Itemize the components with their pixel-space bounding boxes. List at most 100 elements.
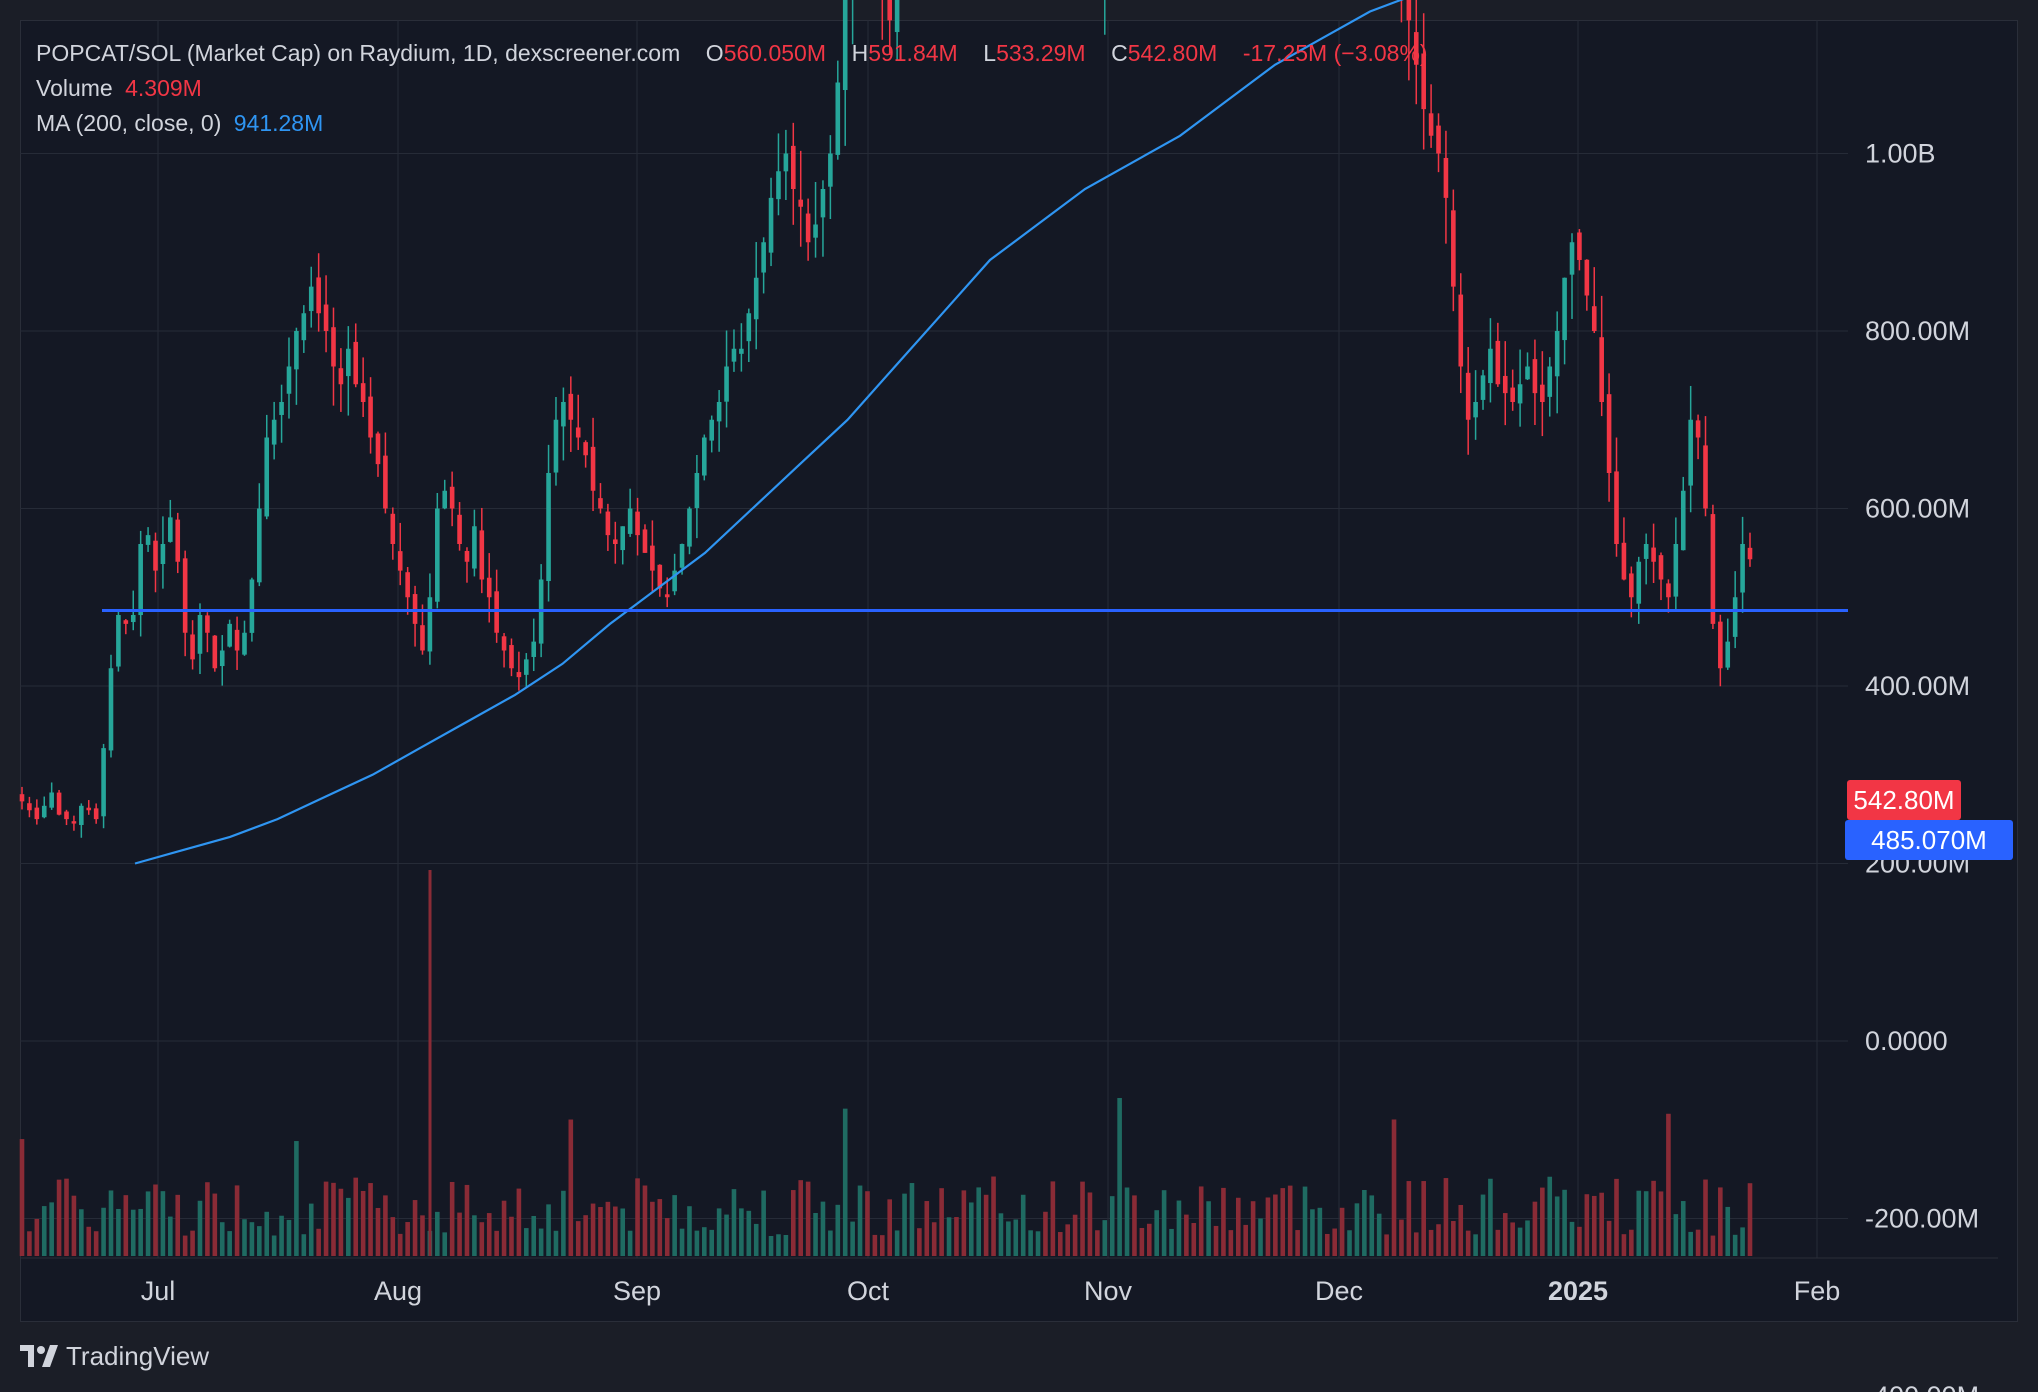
volume-bar xyxy=(1540,1187,1545,1256)
candle-body xyxy=(234,629,240,651)
volume-bar xyxy=(182,1235,188,1256)
volume-bar xyxy=(1636,1190,1642,1256)
candle-body xyxy=(160,544,166,565)
candle-body xyxy=(583,442,588,456)
volume-bar xyxy=(442,1232,448,1256)
candle-body xyxy=(590,446,596,491)
legend-close-value: 542.80M xyxy=(1127,40,1218,66)
candle-body xyxy=(1413,32,1419,65)
volume-bar xyxy=(1421,1181,1426,1256)
candle-body xyxy=(420,625,425,651)
volume-bar xyxy=(1258,1218,1263,1256)
volume-bar xyxy=(279,1215,284,1256)
candle-body xyxy=(1725,641,1731,668)
volume-bar xyxy=(731,1189,737,1256)
candle-body xyxy=(820,189,826,218)
volume-bar xyxy=(1502,1213,1508,1256)
volume-bar xyxy=(1488,1178,1493,1256)
tradingview-brand[interactable]: TradingView xyxy=(20,1336,209,1376)
volume-bar xyxy=(598,1207,603,1256)
volume-bar xyxy=(716,1208,722,1256)
volume-bar xyxy=(635,1178,640,1256)
volume-bar xyxy=(1599,1192,1604,1256)
volume-bar xyxy=(761,1190,766,1256)
volume-bar xyxy=(583,1215,588,1256)
x-tick-label: Dec xyxy=(1315,1276,1363,1306)
volume-bar xyxy=(1391,1119,1397,1256)
volume-bar xyxy=(850,1221,855,1256)
volume-bar xyxy=(1658,1191,1664,1256)
volume-bar xyxy=(620,1208,626,1256)
volume-bar xyxy=(650,1201,655,1256)
volume-bar xyxy=(1666,1113,1671,1256)
volume-bar xyxy=(420,1215,425,1256)
legend-volume-label: Volume xyxy=(36,75,113,101)
volume-bar xyxy=(546,1204,551,1256)
volume-bar xyxy=(976,1187,982,1256)
volume-bar xyxy=(1376,1213,1382,1256)
volume-bar xyxy=(56,1179,62,1256)
candle-body xyxy=(34,807,40,820)
candle-body xyxy=(1658,555,1664,580)
candle-body xyxy=(1680,490,1686,551)
volume-bar xyxy=(383,1195,388,1256)
volume-bar xyxy=(168,1216,173,1256)
volume-bar xyxy=(924,1201,930,1256)
volume-bar xyxy=(1495,1229,1501,1256)
x-tick-label: Jul xyxy=(141,1276,176,1306)
volume-bar xyxy=(501,1200,507,1256)
candle-body xyxy=(1443,157,1449,198)
volume-bar xyxy=(479,1222,485,1256)
volume-bar xyxy=(1295,1230,1300,1256)
volume-bar xyxy=(1673,1214,1679,1256)
volume-bar xyxy=(954,1217,959,1256)
candle-body xyxy=(1495,340,1501,385)
volume-bar xyxy=(1050,1181,1056,1256)
candle-body xyxy=(219,650,225,667)
volume-bar xyxy=(1132,1195,1137,1256)
candle-body xyxy=(1614,471,1619,544)
candle-body xyxy=(130,615,136,623)
volume-bar xyxy=(1517,1227,1523,1256)
candle-body xyxy=(709,419,715,441)
volume-bar xyxy=(197,1200,203,1256)
volume-bar xyxy=(353,1177,359,1256)
volume-bar xyxy=(724,1214,729,1256)
volume-bar xyxy=(1399,1219,1404,1256)
volume-bar xyxy=(657,1199,663,1256)
volume-bar xyxy=(242,1219,247,1256)
volume-bar xyxy=(1473,1234,1478,1256)
volume-bar xyxy=(323,1181,329,1256)
candle-body xyxy=(1666,583,1671,598)
candle-body xyxy=(835,82,841,155)
volume-bar xyxy=(553,1230,559,1256)
candle-body xyxy=(397,551,403,571)
candle-body xyxy=(1554,331,1560,377)
volume-bar xyxy=(1117,1098,1122,1256)
candle-body xyxy=(1488,348,1493,384)
legend-volume-row: Volume 4.309M xyxy=(36,75,202,102)
volume-bar xyxy=(486,1213,492,1256)
candle-body xyxy=(212,635,218,669)
volume-bar xyxy=(946,1217,952,1256)
candle-body xyxy=(524,659,529,675)
volume-bar xyxy=(709,1229,715,1256)
candle-body xyxy=(620,526,626,551)
candle-body xyxy=(360,383,366,402)
candle-body xyxy=(702,437,707,476)
volume-bar xyxy=(1569,1221,1575,1256)
candle-body xyxy=(375,433,381,465)
candle-body xyxy=(1421,53,1426,110)
volume-bar xyxy=(1146,1223,1152,1256)
volume-bar xyxy=(412,1200,418,1256)
line-level-tag: 485.070M xyxy=(1845,820,2013,860)
volume-bar xyxy=(338,1188,344,1256)
candle-body xyxy=(1436,125,1441,154)
legend-change: -17.25M (−3.08%) xyxy=(1242,40,1428,66)
volume-bar xyxy=(130,1209,136,1256)
candle-body xyxy=(828,153,833,187)
candle-body xyxy=(1629,573,1634,598)
candle-body xyxy=(390,513,396,544)
volume-bar xyxy=(783,1234,789,1256)
